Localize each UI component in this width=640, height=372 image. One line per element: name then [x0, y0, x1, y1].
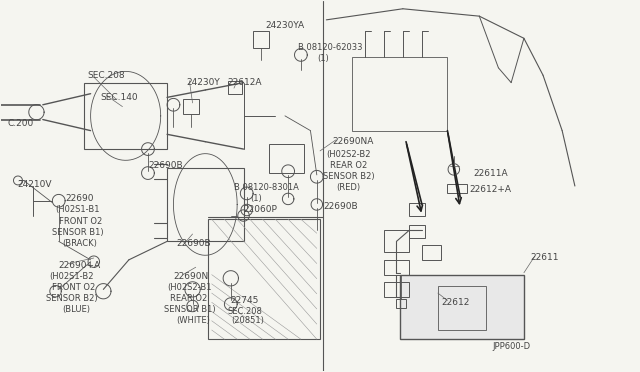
- Text: 24230Y: 24230Y: [186, 78, 220, 87]
- Text: 22690B: 22690B: [177, 239, 211, 248]
- Text: 22612A: 22612A: [228, 78, 262, 87]
- Text: SEC.208: SEC.208: [88, 71, 125, 80]
- Text: 22690B: 22690B: [148, 161, 182, 170]
- Text: (H02S2-B2: (H02S2-B2: [326, 150, 371, 159]
- Text: (1): (1): [250, 195, 262, 203]
- Bar: [396, 299, 406, 308]
- Text: (20851): (20851): [231, 316, 264, 325]
- Text: SENSOR B2): SENSOR B2): [323, 172, 375, 181]
- Text: FRONT O2: FRONT O2: [52, 283, 95, 292]
- Text: SEC.208: SEC.208: [228, 307, 262, 316]
- Text: SENSOR B1): SENSOR B1): [164, 305, 216, 314]
- Text: (RED): (RED): [336, 183, 360, 192]
- Text: 24210V: 24210V: [17, 180, 52, 189]
- Bar: [269, 144, 304, 173]
- Bar: [167, 167, 244, 241]
- Text: (H02S1-B1: (H02S1-B1: [56, 205, 100, 215]
- Bar: [438, 286, 486, 330]
- Bar: [409, 225, 425, 238]
- Bar: [209, 219, 320, 339]
- Text: B 08120-62033: B 08120-62033: [298, 43, 362, 52]
- Text: (H02S1-B2: (H02S1-B2: [49, 272, 93, 281]
- Text: (WHITE): (WHITE): [177, 316, 211, 325]
- Text: (BLUE): (BLUE): [62, 305, 90, 314]
- Text: SEC.140: SEC.140: [100, 93, 138, 102]
- Bar: [399, 275, 524, 339]
- Bar: [84, 83, 167, 149]
- Bar: [228, 81, 242, 94]
- Text: FRONT O2: FRONT O2: [59, 217, 102, 225]
- Text: (H02S2-B1: (H02S2-B1: [167, 283, 212, 292]
- Bar: [183, 99, 199, 114]
- Bar: [384, 260, 409, 275]
- Bar: [384, 282, 409, 297]
- Text: 24230YA: 24230YA: [266, 21, 305, 30]
- Text: 22060P: 22060P: [244, 205, 277, 215]
- Text: 22611A: 22611A: [473, 169, 508, 177]
- Text: (1): (1): [317, 54, 328, 63]
- Text: 22690: 22690: [65, 195, 93, 203]
- Text: REAR O2: REAR O2: [330, 161, 367, 170]
- Text: B 08120-8301A: B 08120-8301A: [234, 183, 299, 192]
- Text: SENSOR B1): SENSOR B1): [52, 228, 104, 237]
- Bar: [409, 203, 425, 215]
- Text: JPP600-D: JPP600-D: [492, 342, 530, 351]
- Bar: [384, 230, 409, 253]
- Text: 22690NA: 22690NA: [333, 137, 374, 146]
- Text: SENSOR B2): SENSOR B2): [46, 294, 98, 303]
- Bar: [352, 57, 447, 131]
- Text: C.200: C.200: [8, 119, 34, 128]
- Text: 22690+A: 22690+A: [59, 261, 101, 270]
- Text: 22745: 22745: [231, 296, 259, 305]
- Text: 22690N: 22690N: [173, 272, 209, 281]
- Text: 22612: 22612: [441, 298, 470, 307]
- Text: 22690B: 22690B: [323, 202, 358, 211]
- Text: REAR O2: REAR O2: [170, 294, 207, 303]
- Bar: [447, 184, 467, 193]
- Text: 22611: 22611: [531, 253, 559, 263]
- Text: (BRACK): (BRACK): [62, 239, 97, 248]
- Bar: [253, 31, 269, 48]
- Text: 22612+A: 22612+A: [470, 185, 512, 194]
- Bar: [422, 245, 441, 260]
